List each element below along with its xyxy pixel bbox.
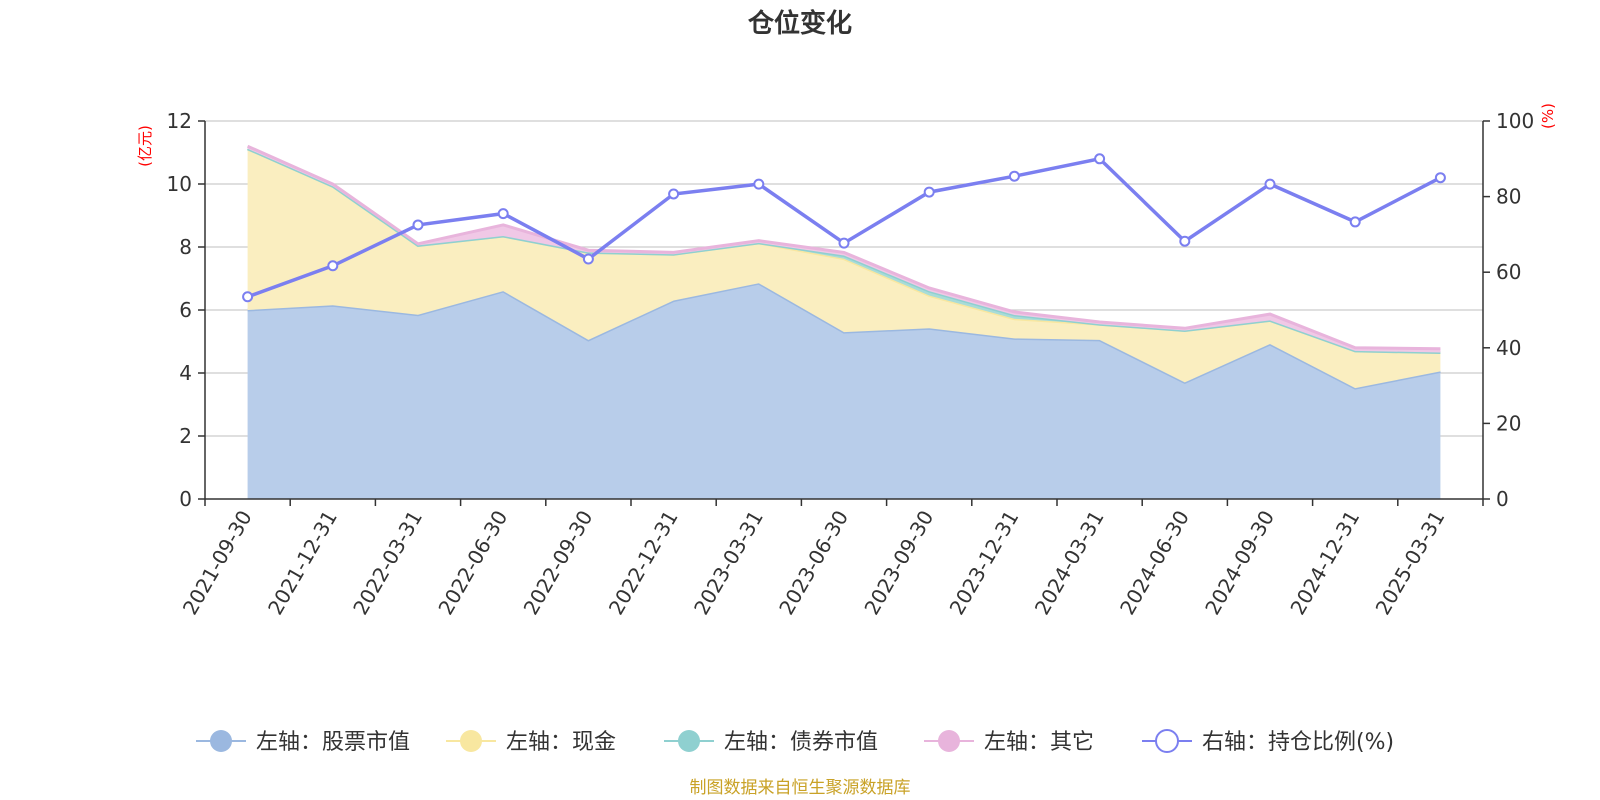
right-axis-tick-label: 60 — [1496, 260, 1521, 284]
legend-label: 右轴：持仓比例(%) — [1202, 730, 1394, 755]
holding-ratio-point[interactable] — [242, 291, 254, 303]
x-axis-tick-label: 2024-12-31 — [1285, 506, 1364, 619]
left-axis-tick-label: 2 — [179, 424, 192, 448]
x-axis-tick-label: 2022-03-31 — [348, 506, 427, 619]
area-左轴：股票市值 — [247, 283, 1441, 499]
x-axis-tick-label: 2021-12-31 — [263, 506, 342, 619]
legend-item[interactable]: 左轴：股票市值 — [196, 730, 410, 755]
chart-title: 仓位变化 — [747, 8, 852, 39]
holding-ratio-point[interactable] — [923, 186, 935, 198]
holding-ratio-line — [242, 153, 1446, 303]
left-axis-tick-labels: 0 2 4 6 8 10 12 — [167, 109, 205, 511]
legend-marker — [460, 730, 482, 752]
legend[interactable]: 左轴：股票市值 左轴：现金 左轴：债券市值 左轴：其它 右轴：持仓比例(%) — [196, 729, 1394, 755]
x-axis-tick-label: 2023-03-31 — [689, 506, 768, 619]
left-axis-tick-label: 4 — [179, 361, 192, 385]
legend-marker — [938, 730, 960, 752]
holding-ratio-point[interactable] — [412, 219, 424, 231]
holding-ratio-point[interactable] — [1434, 172, 1446, 184]
x-axis-tick-label: 2025-03-31 — [1371, 506, 1450, 619]
x-axis-tick-label: 2024-09-30 — [1200, 506, 1279, 619]
holding-ratio-point[interactable] — [582, 253, 594, 265]
right-axis-tick-label: 0 — [1496, 487, 1509, 511]
right-axis-tick-label: 100 — [1496, 109, 1534, 133]
x-axis-tick-label: 2023-09-30 — [859, 506, 938, 619]
legend-label: 左轴：股票市值 — [256, 730, 410, 755]
legend-item[interactable]: 左轴：债券市值 — [664, 730, 878, 755]
holding-ratio-point[interactable] — [497, 208, 509, 220]
x-axis-tick-label: 2023-12-31 — [945, 506, 1024, 619]
legend-label: 左轴：债券市值 — [724, 730, 878, 755]
legend-marker — [1155, 729, 1179, 753]
legend-label: 左轴：其它 — [984, 730, 1094, 755]
left-axis-tick-label: 0 — [179, 487, 192, 511]
legend-marker — [210, 730, 232, 752]
x-axis-tick-label: 2024-06-30 — [1115, 506, 1194, 619]
left-axis-tick-label: 6 — [179, 298, 192, 322]
right-axis-unit: (%) — [1539, 103, 1557, 129]
holding-ratio-point[interactable] — [327, 260, 339, 272]
x-axis-tick-label: 2022-09-30 — [519, 506, 598, 619]
holding-ratio-point[interactable] — [668, 188, 680, 200]
holding-ratio-point[interactable] — [1349, 216, 1361, 228]
legend-item[interactable]: 左轴：其它 — [924, 730, 1094, 755]
holding-ratio-point[interactable] — [1094, 153, 1106, 165]
x-axis-tick-label: 2022-12-31 — [604, 506, 683, 619]
holding-ratio-point[interactable] — [753, 178, 765, 190]
holding-ratio-point[interactable] — [1179, 235, 1191, 247]
legend-item[interactable]: 右轴：持仓比例(%) — [1142, 729, 1394, 755]
legend-marker — [678, 730, 700, 752]
left-axis-tick-label: 10 — [167, 172, 192, 196]
right-axis-tick-label: 80 — [1496, 185, 1521, 209]
x-axis-tick-labels: 2021-09-30 2021-12-31 2022-03-31 2022-06-30… — [178, 499, 1484, 619]
area-edge-左轴：其它 — [246, 144, 1441, 351]
holding-ratio-point[interactable] — [838, 237, 850, 249]
holding-ratio-point[interactable] — [1008, 170, 1020, 182]
left-axis-unit: (亿元) — [136, 125, 154, 167]
right-axis-tick-labels: 0 20 40 60 80 100 — [1483, 109, 1534, 511]
left-axis-tick-label: 8 — [179, 235, 192, 259]
right-axis-tick-label: 20 — [1496, 411, 1521, 435]
right-axis-tick-label: 40 — [1496, 336, 1521, 360]
x-axis-tick-label: 2022-06-30 — [433, 506, 512, 619]
holding-ratio-point[interactable] — [1264, 178, 1276, 190]
left-axis-tick-label: 12 — [167, 109, 192, 133]
data-source-note: 制图数据来自恒生聚源数据库 — [690, 778, 911, 798]
legend-label: 左轴：现金 — [506, 730, 616, 755]
x-axis-tick-label: 2023-06-30 — [774, 506, 853, 619]
legend-item[interactable]: 左轴：现金 — [446, 730, 616, 755]
x-axis-tick-label: 2024-03-31 — [1030, 506, 1109, 619]
stacked-areas — [246, 144, 1441, 499]
x-axis-tick-label: 2021-09-30 — [178, 506, 257, 619]
